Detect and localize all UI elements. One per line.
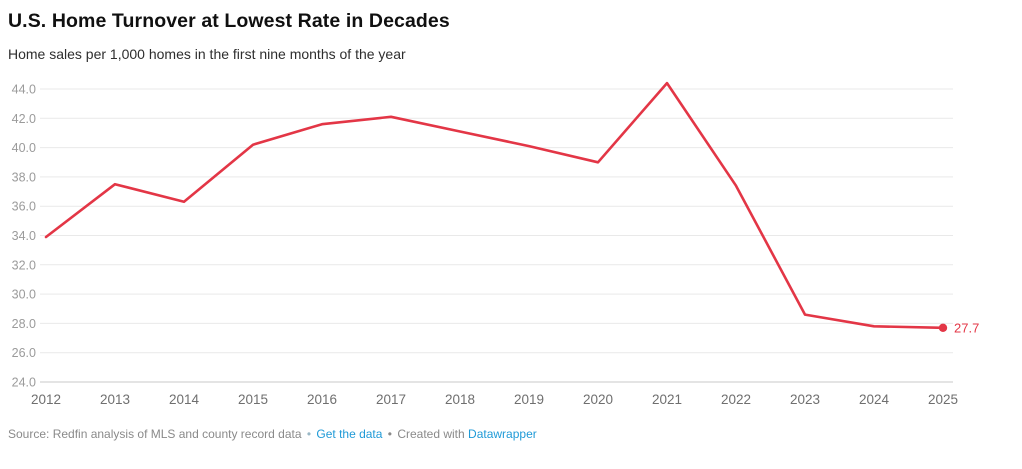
x-tick-label: 2016 [307,392,337,407]
y-tick-label: 34.0 [12,229,36,243]
end-point-dot [938,323,948,332]
footer: Source: Redfin analysis of MLS and count… [8,427,537,441]
y-tick-label: 28.0 [12,317,36,331]
end-value-label: 27.7 [954,320,979,335]
x-tick-label: 2018 [445,392,475,407]
x-tick-label: 2014 [169,392,200,407]
x-tick-label: 2015 [238,392,268,407]
x-tick-label: 2013 [100,392,130,407]
page-subtitle: Home sales per 1,000 homes in the first … [8,46,406,62]
x-tick-label: 2019 [514,392,544,407]
x-tick-label: 2024 [859,392,890,407]
source-text: Source: Redfin analysis of MLS and count… [8,427,302,441]
x-tick-label: 2020 [583,392,613,407]
y-tick-label: 30.0 [12,288,36,302]
y-tick-label: 38.0 [12,170,36,184]
x-tick-label: 2023 [790,392,820,407]
y-tick-label: 36.0 [12,200,36,214]
y-tick-label: 32.0 [12,258,36,272]
y-tick-label: 24.0 [12,376,36,390]
x-tick-label: 2025 [928,392,958,407]
data-line-series [44,81,945,330]
x-tick-label: 2022 [721,392,751,407]
x-tick-label: 2021 [652,392,682,407]
page-title: U.S. Home Turnover at Lowest Rate in Dec… [8,10,450,32]
y-tick-label: 44.0 [12,83,36,97]
line-chart-svg: 24.0 26.0 28.0 30.0 32.0 34.0 36.0 38.0 40.0 42.0… [12,81,979,407]
y-tick-label: 26.0 [12,346,36,360]
x-tick-label: 2017 [376,392,406,407]
y-tick-label: 42.0 [12,112,36,126]
separator-dot: • [306,427,312,441]
datawrapper-link[interactable]: Datawrapper [468,427,537,441]
x-tick-label: 2012 [31,392,61,407]
separator-dot: • [387,427,392,441]
created-with-text: Created with [397,427,465,441]
get-the-data-link[interactable]: Get the data [316,427,383,441]
y-tick-label: 40.0 [12,141,36,155]
